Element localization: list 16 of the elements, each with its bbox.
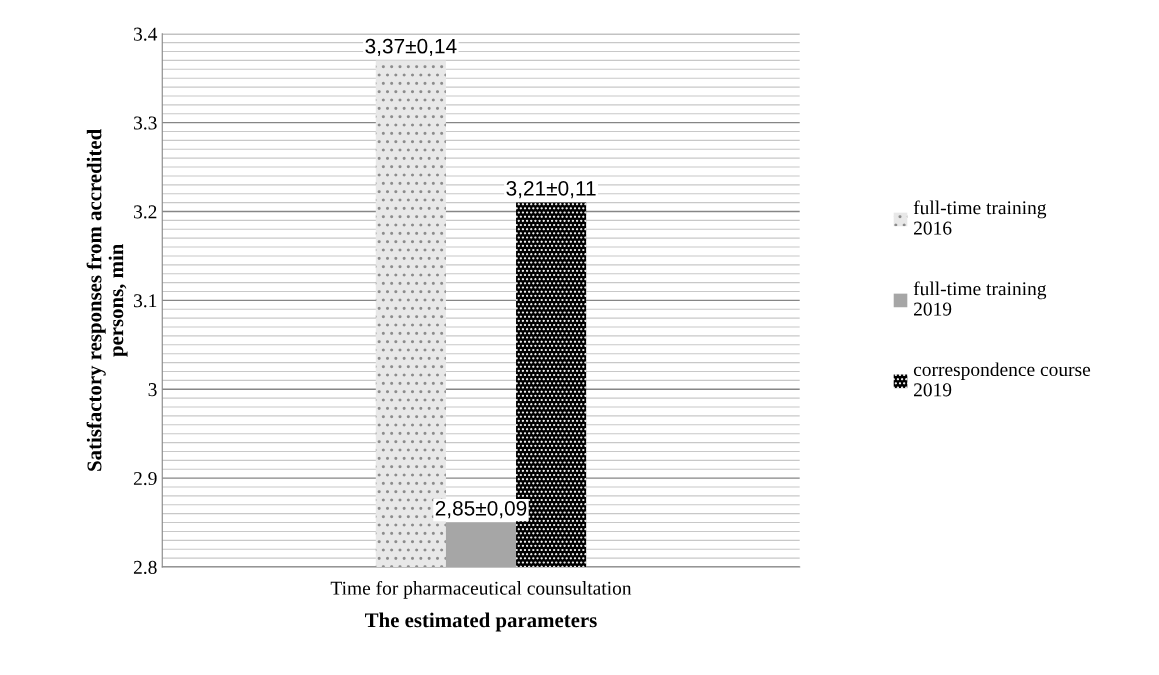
data-label: 3,21±0,11 [506, 180, 596, 199]
x-tick-label: Time for pharmaceutical counsultation [330, 580, 632, 599]
y-tick-label: 3.3 [134, 116, 157, 130]
legend-label: correspondence course 2019 [913, 362, 1091, 397]
y-tick-label: 2.8 [133, 560, 157, 575]
y-tick-label: 3.2 [134, 205, 157, 219]
y-axis-title: Satisfactory responses from accredited persons, min [86, 129, 128, 471]
legend-label: full-time training 2016 [913, 200, 1047, 235]
y-tick-label: 2.9 [133, 472, 157, 486]
data-label: 3,37±0,14 [365, 38, 457, 56]
y-tick-label: 3.4 [134, 27, 158, 41]
data-label: 2,85±0,09 [435, 500, 527, 519]
y-tick-label: 3 [148, 383, 157, 397]
y-tick-label: 3.1 [134, 294, 157, 308]
legend-label: full-time training 2019 [913, 281, 1047, 316]
x-axis-title: The estimated parameters [365, 612, 597, 632]
